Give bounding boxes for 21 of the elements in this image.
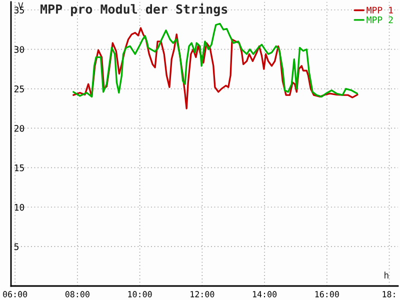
line-series	[72, 27, 358, 110]
x-tick-label: 12:00	[190, 291, 214, 298]
x-axis-title: h	[384, 272, 388, 278]
legend-label: MPP 2	[366, 16, 393, 24]
x-tick-label: 16:00	[315, 291, 339, 298]
y-tick-label: 5	[14, 243, 18, 250]
y-tick-label: 25	[14, 86, 24, 92]
legend-label: MPP 1	[366, 6, 393, 14]
x-tick-label: 08:00	[65, 291, 90, 298]
y-tick-label: 15	[14, 164, 24, 172]
x-tick-label: 18:	[382, 291, 395, 298]
line-series	[72, 22, 358, 98]
y-tick-label: 35	[14, 6, 24, 14]
y-axis-title: V	[18, 2, 24, 9]
chart-title: MPP pro Modul der Strings	[40, 3, 228, 16]
y-tick-label: 20	[14, 124, 24, 132]
y-tick-label: 30	[14, 46, 24, 53]
x-tick-label: 06:00	[3, 291, 28, 298]
y-tick-label: 10	[14, 204, 24, 211]
x-tick-label: 14:00	[252, 291, 277, 298]
x-tick-label: 10:00	[128, 291, 152, 298]
